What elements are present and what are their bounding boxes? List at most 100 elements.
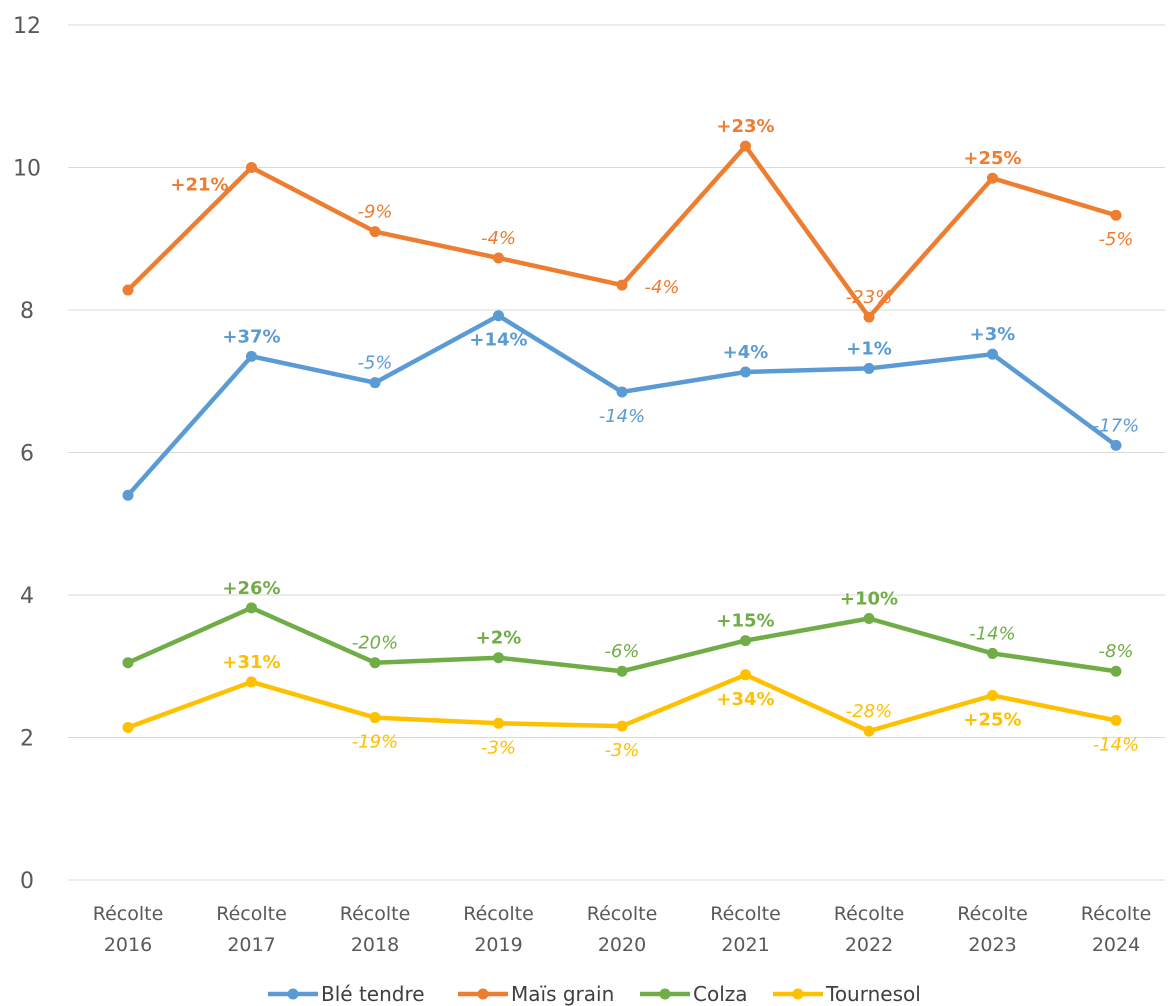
legend: Blé tendre Maïs grain Colza Tournesol [268, 982, 921, 1006]
data-label-ble-tendre: +37% [222, 326, 280, 347]
data-label-tournesol: -3% [481, 737, 516, 758]
data-point-ble-tendre [122, 489, 134, 501]
y-tick-label: 12 [13, 14, 41, 39]
x-tick-label: Récolte [463, 903, 534, 925]
data-point-mais-grain [740, 140, 751, 152]
data-point-mais-grain [493, 252, 504, 264]
legend-item-mais-grain: Maïs grain [458, 982, 614, 1006]
legend-label: Colza [693, 982, 748, 1006]
data-point-ble-tendre [740, 366, 751, 378]
data-point-ble-tendre [987, 348, 998, 360]
x-tick-label: 2022 [845, 934, 893, 956]
x-tick-label: Récolte [340, 903, 411, 925]
x-tick-label-group: Récolte 2023 [957, 903, 1028, 956]
data-point-tournesol [740, 669, 751, 681]
x-tick-label: Récolte [710, 903, 781, 925]
data-label-colza: -6% [604, 641, 639, 662]
x-tick-label: 2020 [598, 934, 646, 956]
data-point-colza [740, 635, 751, 647]
data-label-tournesol: +31% [222, 652, 280, 673]
x-tick-label: 2016 [104, 934, 152, 956]
data-label-tournesol: -28% [846, 701, 893, 722]
legend-swatch-marker [792, 988, 804, 1000]
data-label-colza: -8% [1098, 641, 1133, 662]
x-tick-label-group: Récolte 2021 [710, 903, 781, 956]
data-labels: +37% -5% +14% -14% +4% +1% +3% -17% +21% -9% -4% -4… [170, 116, 1139, 761]
x-tick-label: 2023 [968, 934, 1016, 956]
data-point-tournesol [246, 676, 257, 688]
data-point-mais-grain [863, 311, 875, 323]
data-point-colza [863, 613, 875, 625]
legend-item-ble-tendre: Blé tendre [268, 982, 425, 1006]
data-label-colza: -14% [969, 623, 1016, 644]
data-point-tournesol [369, 712, 381, 724]
data-label-ble-tendre: +14% [469, 330, 527, 351]
data-label-colza: -20% [352, 633, 399, 654]
data-label-mais-grain: -23% [846, 287, 893, 308]
data-label-ble-tendre: +1% [846, 338, 892, 359]
x-tick-label-group: Récolte 2018 [340, 903, 411, 956]
x-tick-label: Récolte [1081, 903, 1152, 925]
legend-swatch-marker [287, 988, 299, 1000]
series-lines [122, 140, 1122, 737]
x-tick-label: 2021 [721, 934, 769, 956]
x-tick-label-group: Récolte 2024 [1081, 903, 1152, 956]
data-point-ble-tendre [369, 377, 381, 389]
data-label-mais-grain: -4% [644, 277, 679, 298]
legend-item-colza: Colza [640, 982, 748, 1006]
y-tick-label: 4 [20, 584, 34, 609]
data-label-mais-grain: -9% [357, 202, 392, 223]
x-tick-label: 2019 [474, 934, 522, 956]
legend-label: Maïs grain [511, 982, 614, 1006]
data-label-mais-grain: +21% [170, 175, 228, 196]
x-tick-label: 2017 [227, 934, 275, 956]
x-tick-label-group: Récolte 2022 [834, 903, 905, 956]
data-label-ble-tendre: -17% [1093, 415, 1140, 436]
x-tick-label: Récolte [587, 903, 658, 925]
data-point-colza [122, 657, 134, 669]
legend-label: Tournesol [825, 982, 921, 1006]
data-point-mais-grain [246, 162, 257, 173]
data-point-colza [987, 647, 998, 659]
data-point-tournesol [616, 720, 628, 732]
data-point-tournesol [863, 725, 875, 737]
x-tick-label-group: Récolte 2019 [463, 903, 534, 956]
data-point-colza [616, 665, 628, 677]
data-label-tournesol: -19% [352, 732, 399, 753]
x-tick-label-group: Récolte 2020 [587, 903, 658, 956]
data-label-ble-tendre: -14% [599, 406, 646, 427]
y-tick-label: 2 [20, 727, 34, 752]
x-tick-label: Récolte [93, 903, 164, 925]
x-tick-label: 2018 [351, 934, 399, 956]
data-label-colza: +10% [840, 589, 898, 610]
data-point-mais-grain [1110, 209, 1122, 221]
data-point-ble-tendre [493, 310, 504, 322]
x-tick-label: Récolte [216, 903, 287, 925]
data-point-tournesol [987, 689, 998, 701]
data-point-mais-grain [122, 284, 134, 296]
x-tick-label: Récolte [834, 903, 905, 925]
data-label-ble-tendre: +4% [723, 342, 769, 363]
y-tick-label: 6 [20, 442, 34, 467]
data-label-ble-tendre: +3% [970, 324, 1016, 345]
data-point-ble-tendre [863, 362, 875, 374]
data-label-tournesol: +25% [963, 709, 1021, 730]
legend-swatch-marker [659, 988, 671, 1000]
x-tick-label: 2024 [1092, 934, 1140, 956]
data-label-tournesol: -14% [1093, 734, 1140, 755]
data-point-ble-tendre [246, 350, 257, 362]
series-line-mais-grain [125, 143, 1119, 320]
data-label-mais-grain: -4% [481, 228, 516, 249]
y-tick-label: 10 [13, 157, 41, 182]
data-point-tournesol [122, 722, 134, 734]
data-label-ble-tendre: -5% [357, 353, 392, 374]
legend-swatch-marker [477, 988, 489, 1000]
data-label-mais-grain: +25% [963, 148, 1021, 169]
data-point-colza [493, 652, 504, 664]
y-tick-label: 8 [20, 299, 34, 324]
x-tick-label-group: Récolte 2017 [216, 903, 287, 956]
data-label-colza: +15% [716, 611, 774, 632]
data-label-mais-grain: -5% [1098, 229, 1133, 250]
y-tick-label: 0 [20, 869, 34, 894]
